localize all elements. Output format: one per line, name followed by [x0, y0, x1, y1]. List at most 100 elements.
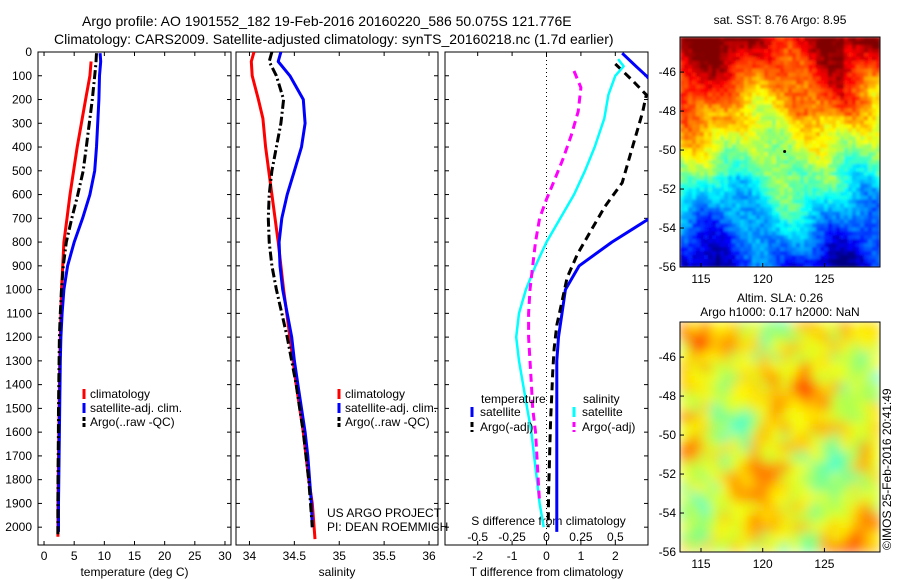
sst-cell	[784, 40, 789, 46]
sst-cell	[684, 88, 689, 94]
sst-cell	[872, 144, 877, 149]
sst-cell	[712, 52, 717, 58]
sst-cell	[700, 80, 705, 86]
sst-cell	[764, 255, 769, 260]
sla-cell	[790, 372, 801, 383]
sst-cell	[796, 88, 801, 94]
sst-cell	[740, 171, 745, 177]
sst-cell	[728, 203, 733, 209]
sst-cell	[768, 223, 773, 228]
sst-cell	[740, 132, 745, 137]
sst-cell	[848, 223, 853, 228]
sst-cell	[756, 108, 761, 113]
sst-cell	[700, 219, 705, 224]
sst-cell	[748, 207, 753, 213]
sst-cell	[860, 144, 865, 149]
sst-cell	[720, 247, 725, 252]
sst-cell	[756, 203, 761, 209]
sst-cell	[696, 215, 701, 221]
sst-cell	[700, 68, 705, 74]
sst-cell	[864, 48, 869, 54]
sst-cell	[732, 207, 737, 213]
sst-cell	[868, 199, 873, 205]
sst-cell	[760, 191, 765, 197]
sst-cell	[716, 179, 721, 185]
sst-cell	[812, 207, 817, 213]
sst-cell	[768, 167, 773, 173]
sst-cell	[688, 215, 693, 221]
sst-cell	[692, 120, 697, 125]
sst-cell	[872, 231, 877, 236]
sla-cell	[710, 432, 721, 443]
sst-cell	[796, 68, 801, 74]
sla-cell	[800, 402, 811, 413]
sla-cell	[770, 492, 781, 503]
sst-cell	[832, 136, 837, 141]
sst-cell	[784, 76, 789, 82]
sst-cell	[680, 80, 685, 86]
sst-cell	[692, 155, 697, 161]
sst-cell	[736, 152, 741, 157]
sst-cell	[836, 243, 841, 248]
sst-cell	[820, 155, 825, 161]
sst-cell	[840, 108, 845, 113]
sst-cell	[704, 116, 709, 121]
sst-cell	[708, 167, 713, 173]
sst-cell	[788, 207, 793, 213]
sst-cell	[864, 223, 869, 228]
sst-cell	[816, 120, 821, 125]
sst-cell	[804, 171, 809, 177]
sst-cell	[716, 144, 721, 149]
sst-cell	[820, 227, 825, 232]
sst-cell	[772, 64, 777, 70]
sst-cell	[692, 219, 697, 224]
sst-cell	[832, 124, 837, 129]
sst-cell	[748, 52, 753, 58]
sst-cell	[688, 100, 693, 106]
sst-cell	[756, 179, 761, 185]
sla-cell	[800, 452, 811, 463]
sst-cell	[708, 259, 713, 264]
sst-cell	[712, 191, 717, 197]
sst-cell	[684, 44, 689, 50]
sst-cell	[688, 132, 693, 137]
sst-cell	[768, 96, 773, 102]
sla-cell	[750, 462, 761, 473]
sst-cell	[800, 251, 805, 256]
sla-cell	[680, 492, 691, 503]
sst-cell	[836, 163, 841, 169]
sst-cell	[836, 144, 841, 149]
sst-cell	[780, 37, 785, 42]
sst-cell	[748, 37, 753, 42]
sst-cell	[704, 227, 709, 232]
sst-cell	[824, 148, 829, 153]
sst-cell	[812, 179, 817, 185]
sst-cell	[804, 88, 809, 94]
sst-cell	[684, 112, 689, 117]
sst-cell	[840, 211, 845, 217]
sst-cell	[848, 148, 853, 153]
sst-cell	[840, 148, 845, 153]
sst-cell	[724, 163, 729, 169]
sst-cell	[852, 163, 857, 169]
sst-cell	[680, 92, 685, 98]
sst-cell	[720, 195, 725, 201]
sla-cell	[710, 332, 721, 343]
sst-cell	[852, 227, 857, 232]
sla-cell	[790, 522, 801, 533]
sst-cell	[860, 72, 865, 78]
sst-cell	[740, 211, 745, 217]
sst-cell	[872, 60, 877, 66]
sst-cell	[864, 199, 869, 205]
sst-cell	[776, 136, 781, 141]
sst-cell	[684, 263, 689, 267]
sst-cell	[796, 136, 801, 141]
sst-cell	[688, 48, 693, 54]
sst-cell	[708, 112, 713, 117]
sst-cell	[728, 195, 733, 201]
sst-cell	[804, 108, 809, 113]
y-tick-label: 1200	[5, 330, 32, 344]
sst-cell	[808, 148, 813, 153]
sst-cell	[844, 52, 849, 58]
sla-cell	[720, 502, 731, 513]
